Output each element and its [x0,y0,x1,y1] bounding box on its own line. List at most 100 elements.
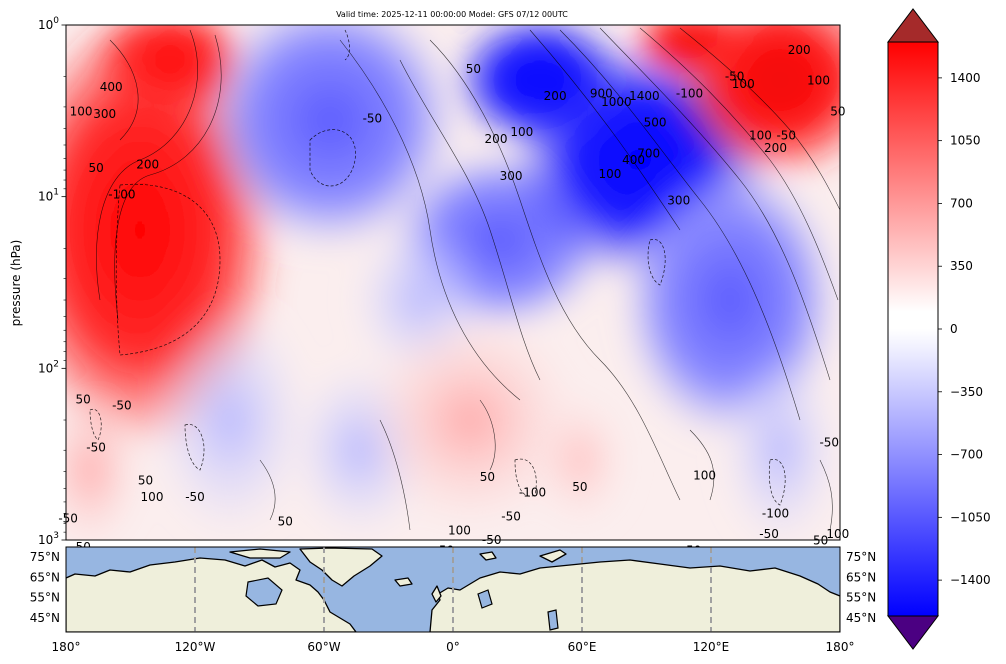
contour-label: 1400 [629,89,660,103]
contour-label: -100 [108,187,135,201]
y-tick-label: 103 [38,531,59,547]
map-y-axis: 75°N 75°N 65°N 65°N 55°N 55°N 45°N 45°N [30,550,877,625]
contour-label: 100 [70,105,93,119]
chart-title: Valid time: 2025-12-11 00:00:00 Model: G… [336,10,568,19]
colorbar-tick-label: −1050 [950,510,991,524]
map-y-tick-label-left: 75°N [30,550,60,564]
y-axis-label: pressure (hPa) [9,240,23,327]
contour-label: 100 [749,128,772,142]
contour-label: 200 [136,158,159,172]
contour-label: -50 [363,111,383,125]
contour-label: 1000 [601,95,632,109]
contour-label: 50 [88,161,103,175]
britain-land [431,585,442,603]
contour-label: 200 [764,141,787,155]
contour-label: 300 [667,193,690,207]
caspian-sea [547,609,559,631]
colorbar-tick-label: 1400 [950,71,981,85]
contour-label: 700 [637,146,660,160]
contour-label: 200 [485,132,508,146]
colorbar-tick-label: 700 [950,196,973,210]
map-x-tick-label: 180° [52,640,81,654]
contour-label: -50 [58,512,78,526]
y-tick-label: 101 [38,188,59,204]
map-y-tick-label-left: 65°N [30,570,60,584]
contour-label: -50 [86,441,106,455]
map-x-tick-label: 180° [826,640,855,654]
colorbar-tick-label: −1400 [950,573,991,587]
colorbar-tick-label: 350 [950,259,973,273]
contour-label: 300 [500,169,523,183]
contour-label: 50 [572,480,587,494]
map-y-tick-label-left: 45°N [30,611,60,625]
contour-label: 100 [732,77,755,91]
map-gridlines [194,547,712,632]
plot-frame [65,24,841,541]
contour-label: 100 [598,167,621,181]
contour-label: 100 [141,490,164,504]
contour-label: -50 [185,490,205,504]
contour-label: 400 [622,153,645,167]
contour-label: 100 [826,527,849,541]
contour-label: -100 [676,86,703,100]
contour-label: -50 [819,435,839,449]
map-x-tick-label: 60°W [307,640,340,654]
iceland-land [394,577,413,587]
contour-label: -50 [112,399,132,413]
map-y-tick-label-right: 65°N [846,570,876,584]
contour-label: 100 [448,523,471,537]
contour-labels: 40030010050200-100-50-5050-5050-50200200… [58,43,849,561]
contour-label: 50 [466,62,481,76]
y-axis: 100 101 102 103 [38,16,66,547]
map-x-tick-label: 0° [446,640,460,654]
map-y-tick-label-left: 55°N [30,591,60,605]
contour-label: -100 [519,486,546,500]
colorbar-tick-label: −700 [950,448,983,462]
colorbar-extend-low [886,615,940,650]
contour-label: 100 [693,468,716,482]
contour-label: 200 [788,43,811,57]
map-frame [65,546,841,633]
contour-label: 50 [480,470,495,484]
contour-label: 50 [76,393,91,407]
eurasia-land [429,559,840,632]
contour-label: 100 [510,125,533,139]
baltic-sea [477,589,493,609]
colorbar-body [887,41,939,617]
colorbar-tick-label: −350 [950,385,983,399]
contour-label: 300 [93,107,116,121]
map-y-tick-label-right: 75°N [846,550,876,564]
colorbar-extend-high [886,8,940,43]
contour-label: -50 [501,510,521,524]
contour-label: 900 [590,86,613,100]
contour-label: 500 [644,116,667,130]
contour-label: -50 [725,70,745,84]
svalbard-land [479,551,497,561]
colorbar-tick-label: 1050 [950,134,981,148]
contour-label: -100 [762,506,789,520]
map-y-tick-label-right: 55°N [846,591,876,605]
north-america-land [66,557,357,632]
contour-label: 50 [813,534,828,548]
map-x-tick-label: 60°E [568,640,597,654]
contour-label: -50 [759,527,779,541]
colorbar-tick-label: 0 [950,322,958,336]
contour-label: -50 [776,128,796,142]
cross-section-field [66,25,840,540]
map-x-axis: 180° 120°W 60°W 0° 60°E 120°E 180° [52,640,855,654]
contour-label: 50 [138,473,153,487]
y-tick-label: 102 [38,359,59,375]
contour-label: 400 [100,80,123,94]
hudson-bay [245,577,283,607]
contour-label: 50 [278,514,293,528]
y-tick-label: 100 [38,16,59,32]
novaya-zemlya-land [539,549,567,563]
colorbar: 1400 1050 700 350 0 −350 −700 −1050 −1400 [886,8,991,650]
contour-label: 100 [807,73,830,87]
map-x-tick-label: 120°W [175,640,216,654]
contour-label: 200 [544,89,567,103]
map-y-tick-label-right: 45°N [846,611,876,625]
map-x-tick-label: 120°E [693,640,730,654]
colorbar-ticks: 1400 1050 700 350 0 −350 −700 −1050 −1400 [938,71,991,587]
